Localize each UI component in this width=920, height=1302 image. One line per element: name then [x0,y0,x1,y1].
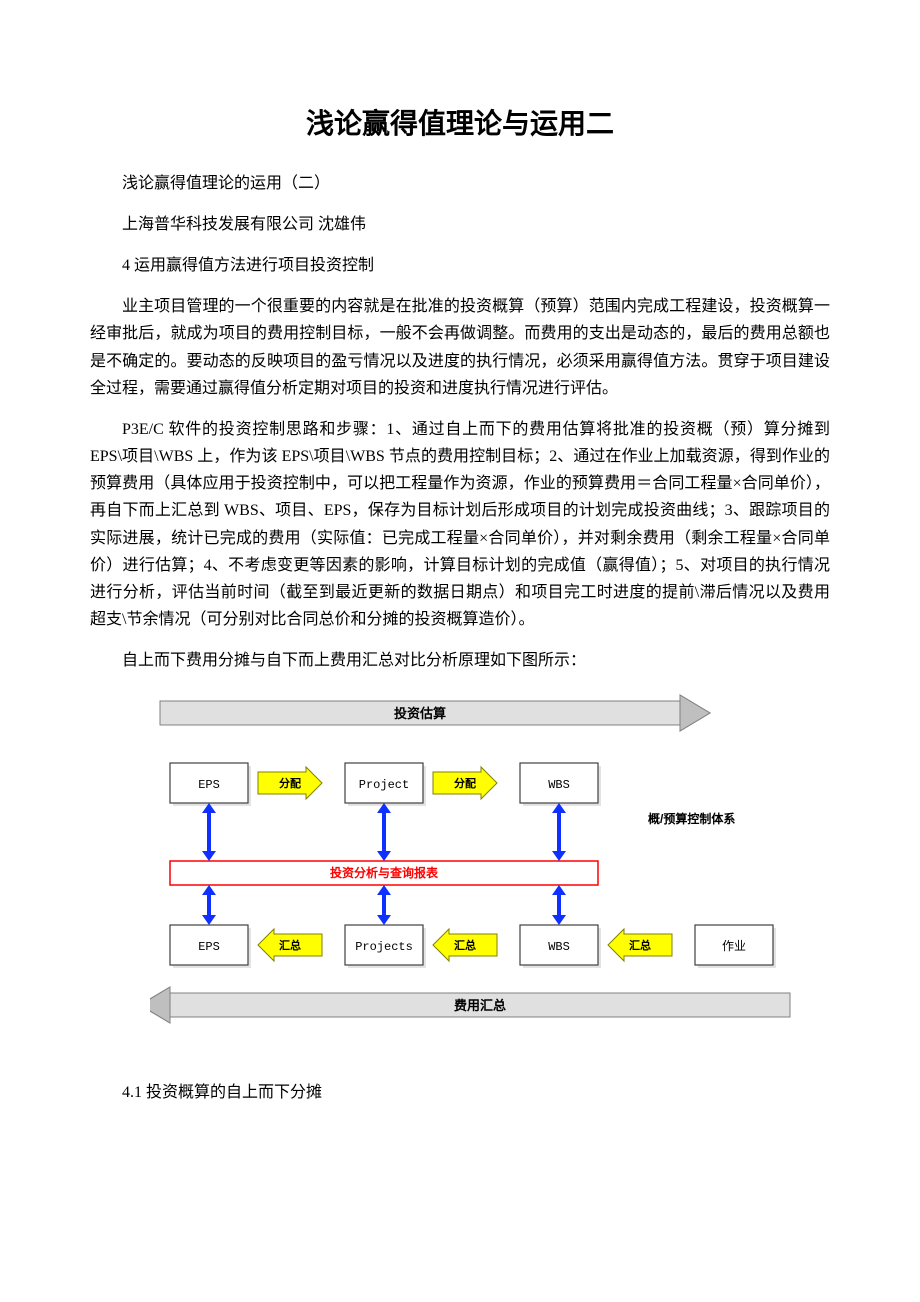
svg-text:分配: 分配 [454,776,476,790]
svg-text:费用汇总: 费用汇总 [454,998,506,1013]
svg-text:WBS: WBS [548,940,570,954]
svg-text:分配: 分配 [279,776,301,790]
paragraph-section-4-1: 4.1 投资概算的自上而下分摊 [90,1079,830,1106]
svg-text:汇总: 汇总 [454,938,476,952]
paragraph-body-2: P3E/C 软件的投资控制思路和步骤：1、通过自上而下的费用估算将批准的投资概（… [90,416,830,634]
svg-text:作业: 作业 [722,939,746,954]
flow-diagram-svg: 投资估算 EPS Project WBS 分配 分配概/预算控制体系投资分析与查询报表 EP… [150,693,810,1043]
paragraph-fig-lead: 自上而下费用分摊与自下而上费用汇总对比分析原理如下图所示： [90,647,830,674]
svg-text:EPS: EPS [198,778,220,792]
paragraph-section-4: 4 运用赢得值方法进行项目投资控制 [90,252,830,279]
paragraph-subtitle: 浅论赢得值理论的运用（二） [90,170,830,197]
svg-text:汇总: 汇总 [279,938,301,952]
svg-text:汇总: 汇总 [629,938,651,952]
flow-diagram: 投资估算 EPS Project WBS 分配 分配概/预算控制体系投资分析与查询报表 EP… [150,693,830,1043]
svg-text:投资估算: 投资估算 [394,706,446,721]
paragraph-author: 上海普华科技发展有限公司 沈雄伟 [90,211,830,238]
svg-text:Projects: Projects [355,940,413,954]
svg-text:Project: Project [359,778,409,792]
svg-text:概/预算控制体系: 概/预算控制体系 [648,811,735,826]
svg-text:EPS: EPS [198,940,220,954]
svg-text:WBS: WBS [548,778,570,792]
page-title: 浅论赢得值理论与运用二 [90,100,830,148]
svg-text:投资分析与查询报表: 投资分析与查询报表 [330,865,439,880]
paragraph-body-1: 业主项目管理的一个很重要的内容就是在批准的投资概算（预算）范围内完成工程建设，投… [90,293,830,402]
